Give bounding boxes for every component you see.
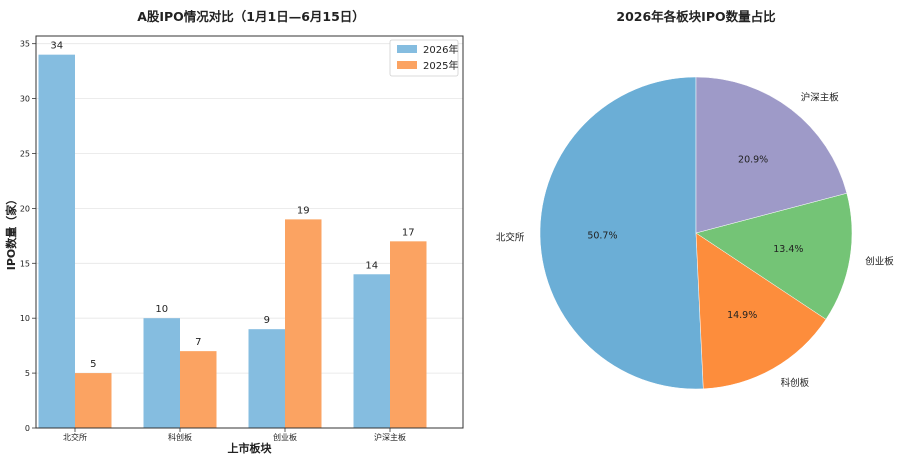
- pie-category-label-3: 沪深主板: [801, 92, 840, 104]
- bar-2026-0: [38, 54, 75, 429]
- ytick-label-25: 25: [20, 149, 30, 158]
- pie-percent-label-2: 13.4%: [773, 244, 803, 255]
- pie-slice-1: [695, 232, 827, 390]
- bar-y-ticks: 0 5 10 15 20 25 30 35: [20, 40, 36, 433]
- ytick-label-0: 0: [25, 424, 30, 433]
- legend-swatch-2026: [397, 45, 417, 53]
- ytick-label-15: 15: [20, 259, 30, 268]
- pie-percent-label-1: 14.9%: [727, 310, 757, 321]
- bar-y-axis-label: IPO数量（家）: [4, 194, 18, 271]
- bar-x-ticks: 北交所 科创板 创业板 沪深主板: [63, 428, 406, 442]
- pie-category-label-0: 北交所: [496, 232, 525, 244]
- ytick-label-30: 30: [20, 95, 30, 104]
- bar-plot-frame: [35, 35, 464, 429]
- pie-category-label-1: 科创板: [781, 377, 810, 389]
- pie-category-label-2: 创业板: [865, 256, 894, 268]
- pie-chart: 2026年各板块IPO数量占比 50.7% 北交所 14.9% 科创板 13.4% 创业板…: [496, 9, 894, 390]
- bar-data-labels: 34 10 9 14 5 7 19 17: [50, 41, 414, 370]
- legend-swatch-2025: [397, 61, 417, 69]
- pie-labels: 50.7% 北交所 14.9% 科创板 13.4% 创业板 20.9% 沪深主板: [496, 92, 894, 389]
- bar-value-label-2025-2: 19: [297, 205, 310, 216]
- xtick-label-2: 创业板: [273, 432, 297, 442]
- bar-chart-title: A股IPO情况对比（1月1日—6月15日）: [137, 9, 365, 24]
- bar-value-label-2026-3: 14: [365, 260, 378, 271]
- bar-series-group: [38, 54, 427, 429]
- bar-value-label-2026-0: 34: [50, 41, 63, 52]
- pie-slices: [539, 76, 853, 390]
- bar-2025-1: [180, 351, 217, 428]
- ytick-label-5: 5: [25, 369, 30, 378]
- bar-2025-2: [285, 219, 322, 428]
- pie-percent-label-0: 50.7%: [587, 231, 617, 242]
- bar-value-label-2026-2: 9: [264, 315, 270, 326]
- xtick-label-1: 科创板: [168, 432, 192, 442]
- pie-chart-title: 2026年各板块IPO数量占比: [616, 9, 776, 24]
- ytick-label-10: 10: [20, 314, 30, 323]
- legend-label-2026: 2026年: [423, 43, 458, 56]
- bar-chart: A股IPO情况对比（1月1日—6月15日） 34 10 9 14 5 7 19 17 0 5 10…: [4, 9, 464, 455]
- bar-2025-0: [75, 373, 112, 428]
- xtick-label-3: 沪深主板: [374, 432, 406, 442]
- bar-gridlines: [36, 43, 463, 374]
- xtick-label-0: 北交所: [63, 432, 87, 442]
- bar-value-label-2025-3: 17: [402, 227, 415, 238]
- ytick-label-35: 35: [20, 40, 30, 49]
- bar-2026-2: [248, 329, 285, 428]
- bar-value-label-2025-0: 5: [90, 359, 96, 370]
- ytick-label-20: 20: [20, 204, 30, 213]
- pie-percent-label-3: 20.9%: [738, 154, 768, 165]
- legend-label-2025: 2025年: [423, 59, 458, 72]
- bar-2026-1: [143, 318, 180, 428]
- bar-x-axis-label: 上市板块: [228, 441, 273, 455]
- bar-2025-3: [390, 241, 427, 428]
- pie-slice-0: [539, 76, 704, 390]
- bar-value-label-2026-1: 10: [155, 304, 168, 315]
- pie-slice-2: [695, 192, 853, 320]
- bar-legend: 2026年 2025年: [389, 39, 458, 77]
- bar-2026-3: [353, 274, 390, 428]
- pie-slice-3: [695, 76, 848, 234]
- bar-value-label-2025-1: 7: [195, 337, 201, 348]
